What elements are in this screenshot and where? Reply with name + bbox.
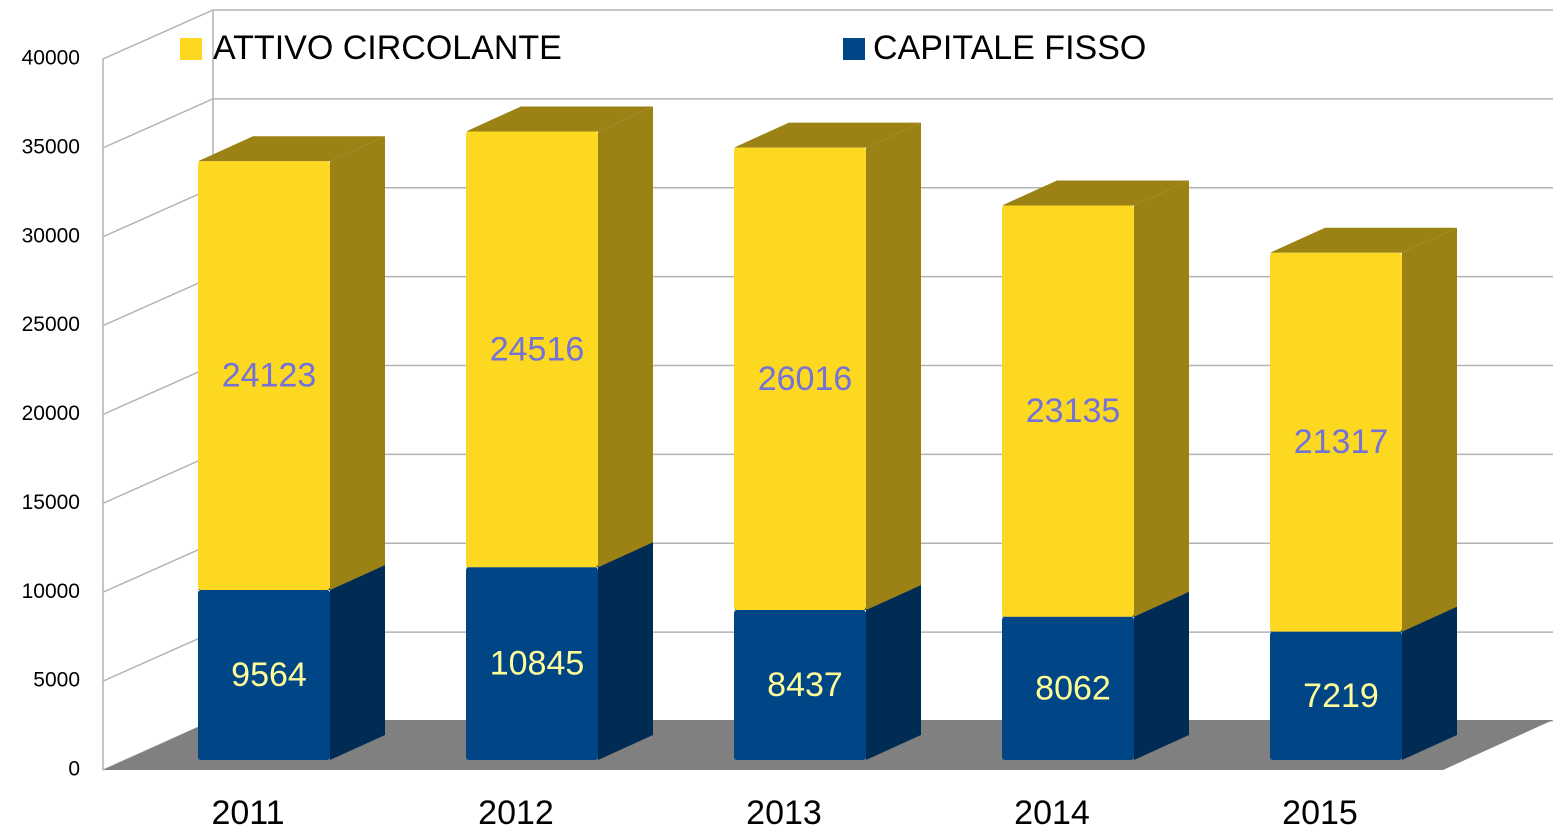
bar-side <box>866 585 921 760</box>
y-tick-label: 20000 <box>22 402 80 425</box>
data-label: 10845 <box>490 645 585 683</box>
grid: 0 5000 10000 15000 20000 25000 30000 35000 40000 <box>22 9 1553 781</box>
bar-side <box>598 542 653 760</box>
bar-top <box>1002 180 1189 206</box>
y-tick-label: 15000 <box>22 491 80 514</box>
legend-label: ATTIVO CIRCOLANTE <box>213 29 562 67</box>
x-tick-label: 2011 <box>211 794 284 832</box>
bars <box>198 106 1457 760</box>
labels: 2011 9564 24123 2012 10845 24516 2013 8437 26016… <box>211 330 1388 832</box>
y-tick-label: 0 <box>68 758 80 781</box>
x-tick-label: 2015 <box>1282 794 1358 832</box>
bar-side <box>1402 606 1457 760</box>
bar <box>1002 205 1134 617</box>
legend-label: CAPITALE FISSO <box>873 29 1146 67</box>
data-label: 8437 <box>767 666 843 704</box>
legend-swatch <box>843 38 865 60</box>
legend-swatch <box>180 38 202 60</box>
data-label: 24123 <box>222 357 317 395</box>
data-label: 8062 <box>1035 669 1111 707</box>
bar-side <box>330 136 385 590</box>
y-tick-label: 40000 <box>22 47 80 70</box>
bar <box>734 147 866 611</box>
data-label: 9564 <box>231 656 307 694</box>
bar-side <box>1134 180 1189 617</box>
data-label: 7219 <box>1303 677 1379 715</box>
bar <box>466 131 598 568</box>
bar-side <box>866 122 921 611</box>
data-label: 26016 <box>758 360 853 398</box>
bar-side <box>1402 227 1457 632</box>
bar <box>466 567 598 760</box>
bar <box>198 161 330 590</box>
data-label: 23135 <box>1026 392 1121 430</box>
bar-top <box>734 122 921 148</box>
bar <box>734 610 866 760</box>
y-tick-label: 5000 <box>33 669 80 692</box>
y-tick-label: 35000 <box>22 135 80 158</box>
bar-side <box>1134 591 1189 760</box>
bar-side <box>330 564 385 760</box>
bar <box>1002 616 1134 760</box>
y-tick-label: 25000 <box>22 313 80 336</box>
x-tick-label: 2013 <box>746 794 822 832</box>
bar <box>1270 631 1402 760</box>
y-tick-label: 10000 <box>22 580 80 603</box>
x-tick-label: 2012 <box>478 794 554 832</box>
bar-top <box>198 136 385 162</box>
bar <box>198 589 330 760</box>
x-tick-label: 2014 <box>1014 794 1090 832</box>
bar-top <box>1270 227 1457 253</box>
data-label: 24516 <box>490 330 585 368</box>
y-tick-label: 30000 <box>22 224 80 247</box>
bar-side <box>598 106 653 568</box>
legend: ATTIVO CIRCOLANTE CAPITALE FISSO <box>180 29 1146 67</box>
bar <box>1270 252 1402 632</box>
data-label: 21317 <box>1294 423 1389 461</box>
bar-top <box>466 106 653 132</box>
